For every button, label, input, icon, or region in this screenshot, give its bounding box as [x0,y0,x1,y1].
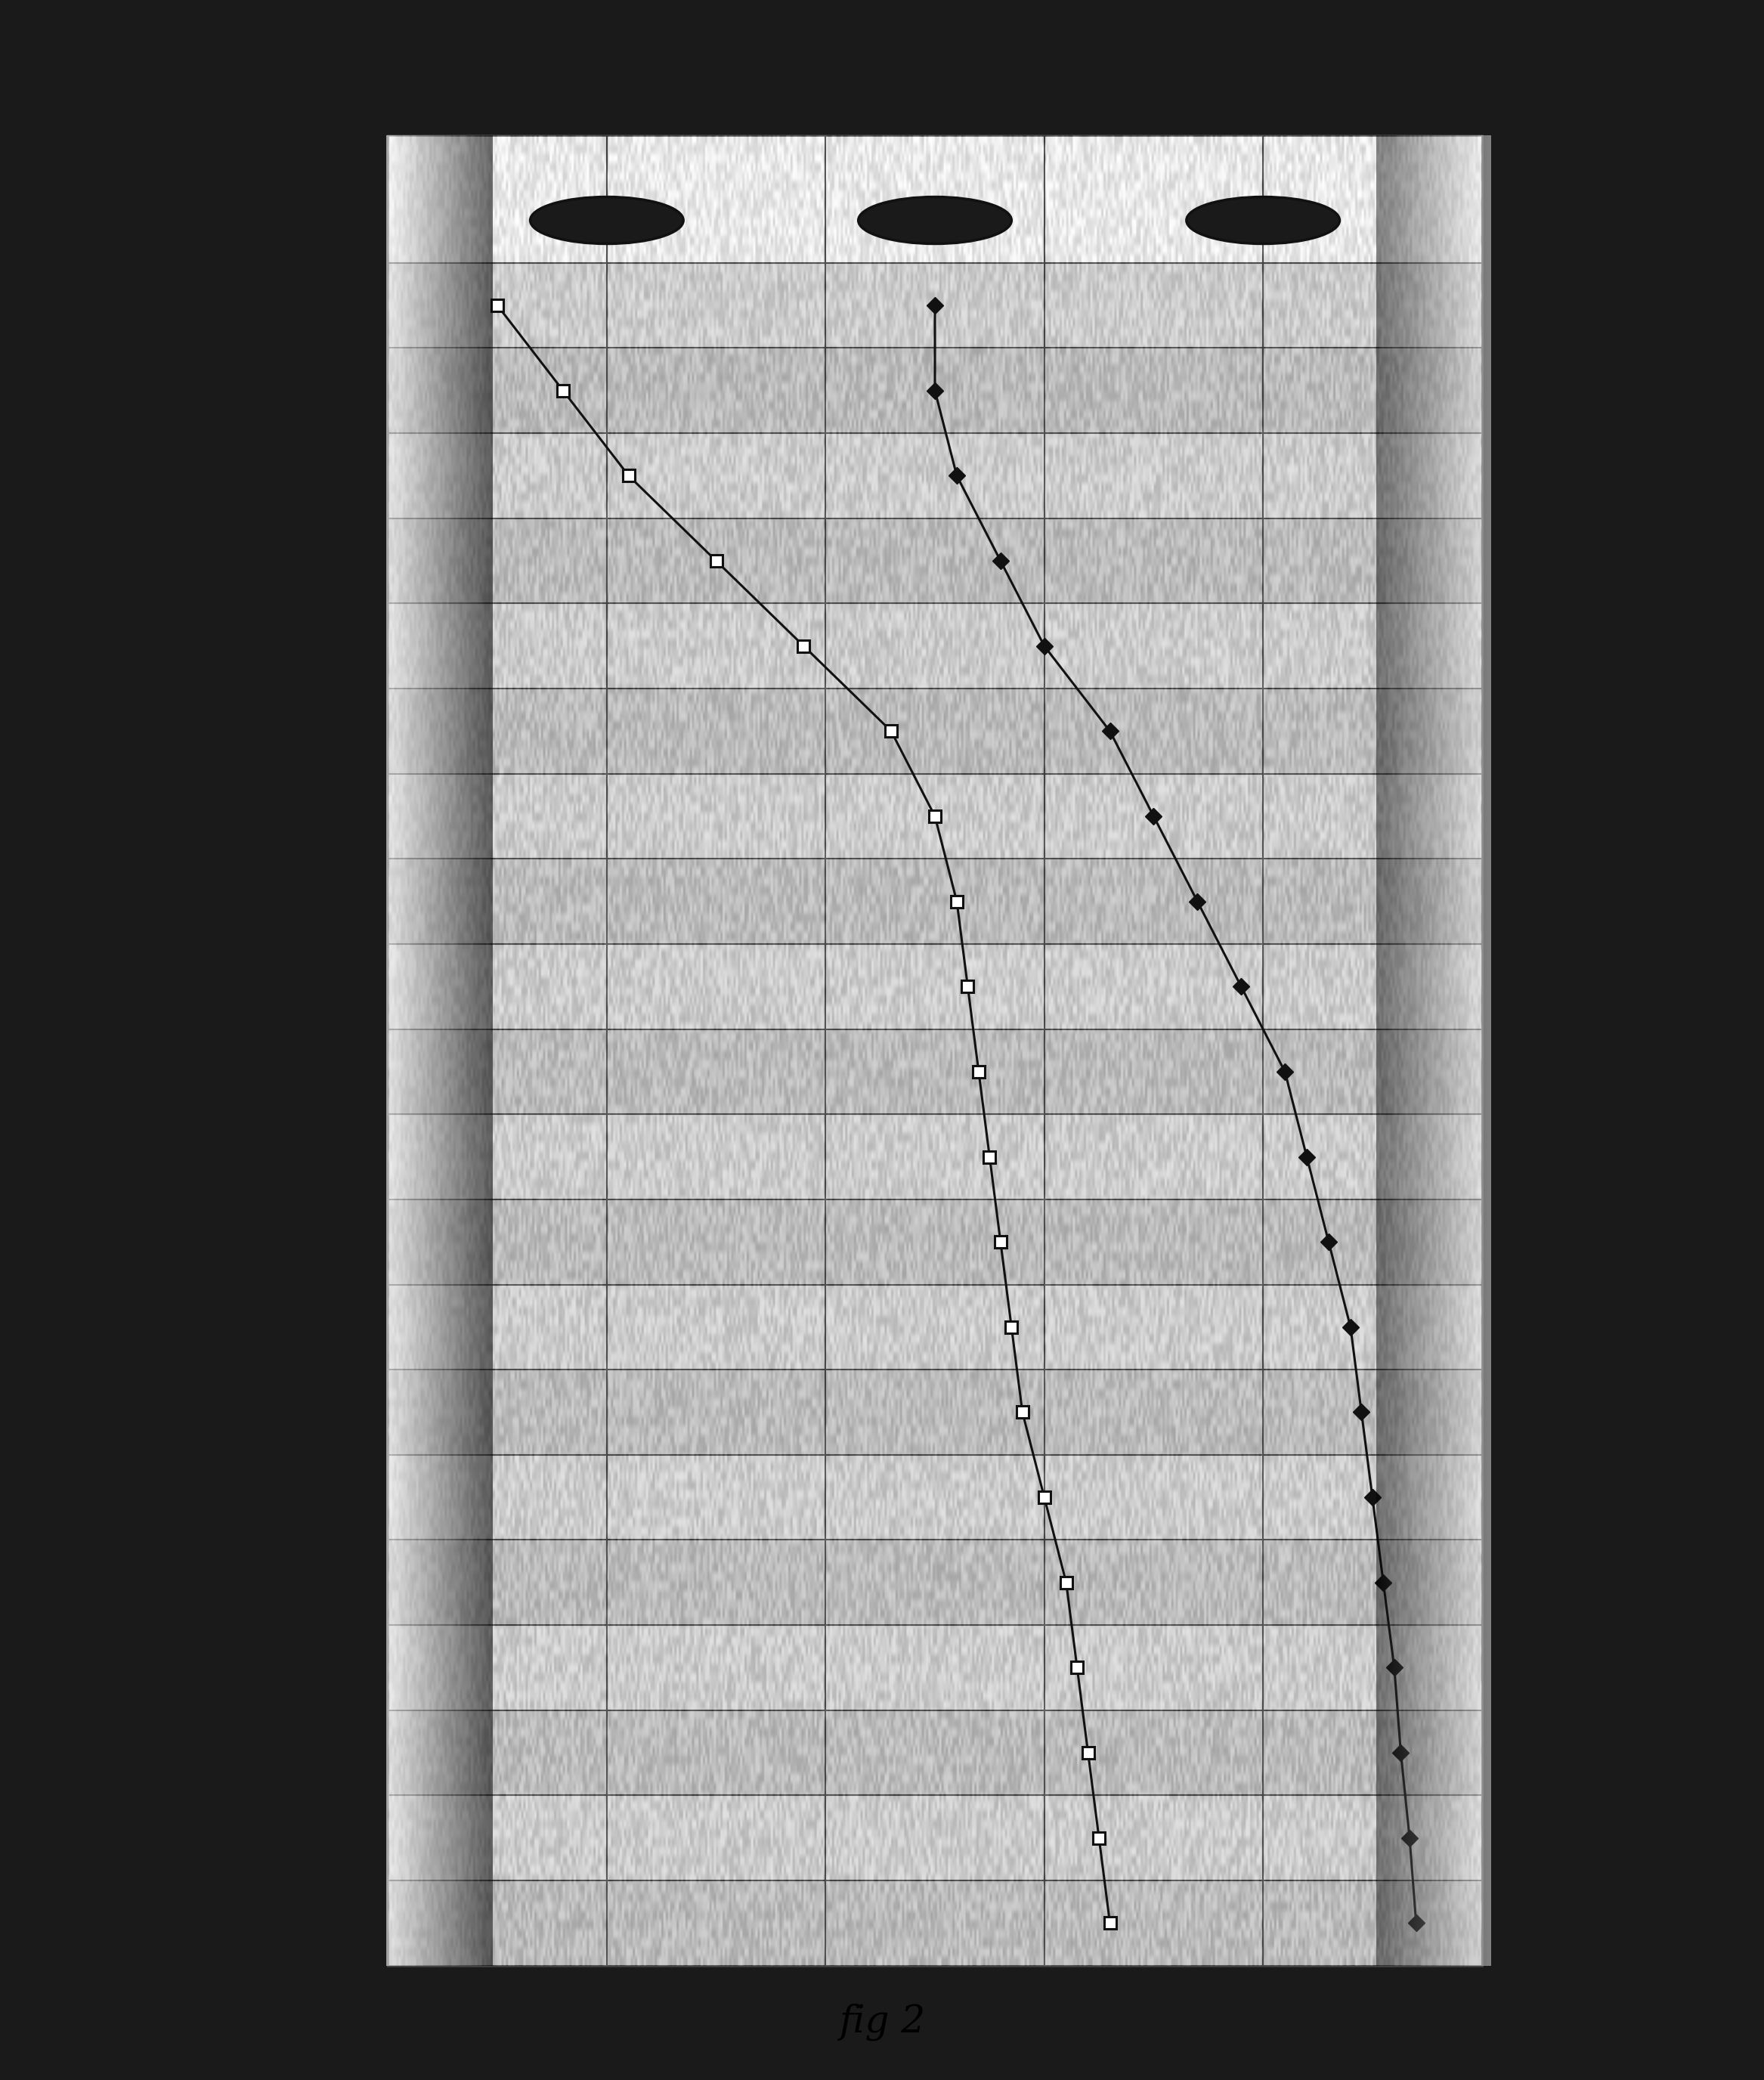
Bar [388,1115,1482,1200]
Bar [388,1539,1482,1624]
Ellipse shape [859,198,1011,243]
Bar [388,1030,1482,1115]
Bar [388,859,1482,944]
Bar [388,347,1482,433]
Bar [388,1710,1482,1795]
Bar [388,1795,1482,1880]
Bar [388,518,1482,603]
Ellipse shape [531,198,683,243]
Bar [388,774,1482,859]
Bar [388,1285,1482,1369]
Bar [388,603,1482,688]
Bar [388,688,1482,774]
Bar [388,1200,1482,1285]
Bar [388,1454,1482,1539]
Bar [388,944,1482,1030]
Bar [388,433,1482,518]
Bar [388,1624,1482,1710]
Bar [388,1369,1482,1454]
Text: fig 2: fig 2 [840,2003,924,2040]
Bar [388,262,1482,347]
Ellipse shape [1187,198,1339,243]
Bar [388,1880,1482,1966]
